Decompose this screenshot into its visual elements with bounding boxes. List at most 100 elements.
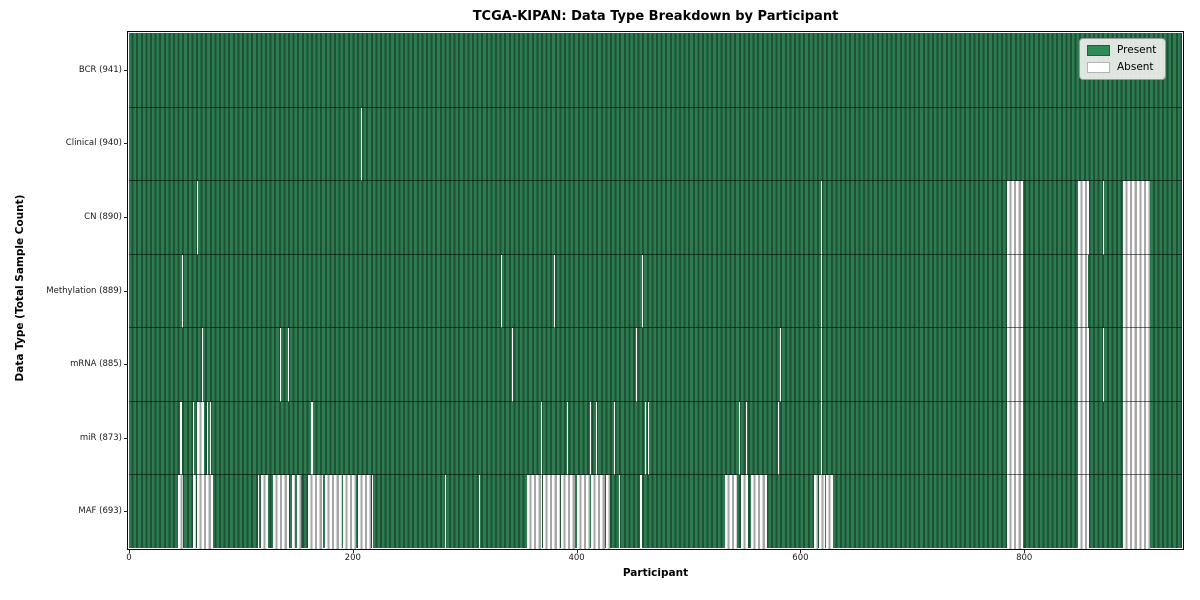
absent-bar	[819, 475, 826, 549]
absent-bar	[1122, 181, 1150, 255]
absent-bar	[444, 475, 446, 549]
absent-bar	[192, 475, 197, 549]
absent-bar	[261, 475, 268, 549]
legend-item-present: Present	[1087, 44, 1156, 56]
absent-bar	[595, 401, 597, 476]
absent-bar	[511, 328, 513, 402]
absent-bar	[543, 475, 560, 549]
absent-bar	[820, 401, 822, 476]
data-type-row-Clinical	[129, 106, 1182, 182]
y-axis-tick	[124, 364, 128, 366]
x-tick-label: 600	[792, 553, 809, 563]
y-axis-tick	[124, 511, 128, 513]
absent-bar	[590, 401, 592, 476]
absent-bar	[1122, 254, 1150, 329]
absent-bar	[209, 401, 211, 476]
absent-bar	[778, 401, 780, 476]
absent-bar	[554, 254, 556, 329]
absent-bar	[820, 328, 822, 402]
absent-bar	[820, 181, 822, 255]
absent-bar	[273, 475, 289, 549]
absent-bar	[605, 475, 611, 549]
y-tick-label: MAF (693)	[78, 506, 122, 517]
absent-bar	[324, 475, 342, 549]
y-axis-tick	[124, 69, 128, 71]
absent-bar	[820, 254, 822, 329]
x-tick-label: 0	[126, 553, 132, 563]
absent-bar	[1077, 475, 1090, 549]
absent-bar	[1102, 181, 1104, 255]
x-axis-tick	[800, 549, 802, 553]
absent-bar	[751, 475, 767, 549]
absent-bar	[644, 401, 646, 476]
data-type-row-CN	[129, 180, 1182, 255]
absent-bar	[287, 328, 289, 402]
absent-bar	[591, 475, 605, 549]
y-tick-label: miR (873)	[79, 432, 122, 443]
absent-bar	[613, 401, 615, 476]
chart-title: TCGA-KIPAN: Data Type Breakdown by Parti…	[472, 9, 839, 24]
x-axis-tick	[129, 549, 130, 553]
absent-bar	[292, 475, 295, 549]
absent-bar	[1077, 254, 1088, 329]
absent-bar	[576, 475, 591, 549]
absent-bar	[1122, 475, 1150, 549]
x-tick-label: 200	[344, 553, 361, 563]
legend-label: Absent	[1117, 61, 1154, 73]
absent-bar	[641, 254, 643, 329]
absent-bar	[826, 475, 833, 549]
absent-bar	[635, 328, 638, 402]
absent-bar	[725, 475, 737, 549]
absent-bar	[192, 401, 194, 476]
absent-bar	[1122, 401, 1150, 476]
absent-bar	[479, 475, 481, 549]
absent-bar	[1007, 328, 1024, 402]
legend-label: Present	[1117, 44, 1157, 56]
absent-bar	[197, 401, 204, 476]
absent-bar	[311, 401, 313, 476]
absent-bar	[197, 181, 199, 255]
absent-bar	[257, 475, 259, 549]
y-axis-tick	[124, 143, 128, 145]
absent-bar	[1007, 401, 1024, 476]
absent-bar	[1007, 475, 1024, 549]
data-type-row-MAF	[129, 474, 1182, 549]
absent-bar	[566, 401, 568, 476]
absent-bar	[197, 475, 213, 549]
legend-item-absent: Absent	[1087, 61, 1156, 73]
x-axis-tick	[576, 549, 578, 553]
legend-swatch-present	[1087, 44, 1110, 56]
absent-bar	[1102, 328, 1104, 402]
absent-bar	[527, 475, 542, 549]
absent-bar	[1007, 254, 1024, 329]
absent-bar	[180, 401, 182, 476]
y-tick-label: BCR (941)	[78, 64, 122, 75]
x-tick-label: 400	[568, 553, 585, 563]
absent-bar	[1077, 401, 1090, 476]
y-tick-label: Clinical (940)	[65, 138, 122, 149]
absent-bar	[358, 475, 371, 549]
data-type-row-BCR	[129, 33, 1182, 107]
x-tick-label: 800	[1016, 553, 1033, 563]
y-axis-tick	[124, 437, 128, 439]
absent-bar	[648, 401, 650, 476]
absent-bar	[738, 401, 740, 476]
absent-bar	[741, 475, 748, 549]
y-axis-tick	[124, 216, 128, 218]
absent-bar	[207, 401, 209, 476]
data-type-row-miR	[129, 400, 1182, 476]
absent-bar	[371, 475, 373, 549]
absent-bar	[296, 475, 302, 549]
data-type-row-Methylation	[129, 253, 1182, 329]
y-tick-label: mRNA (885)	[70, 359, 122, 370]
x-axis-tick	[1024, 549, 1026, 553]
absent-bar	[342, 475, 357, 549]
absent-bar	[780, 328, 782, 402]
absent-bar	[178, 475, 183, 549]
absent-bar	[1122, 328, 1150, 402]
y-tick-label: CN (890)	[84, 211, 122, 222]
absent-bar	[540, 401, 542, 476]
y-tick-label: Methylation (889)	[46, 285, 122, 296]
absent-bar	[280, 328, 282, 402]
